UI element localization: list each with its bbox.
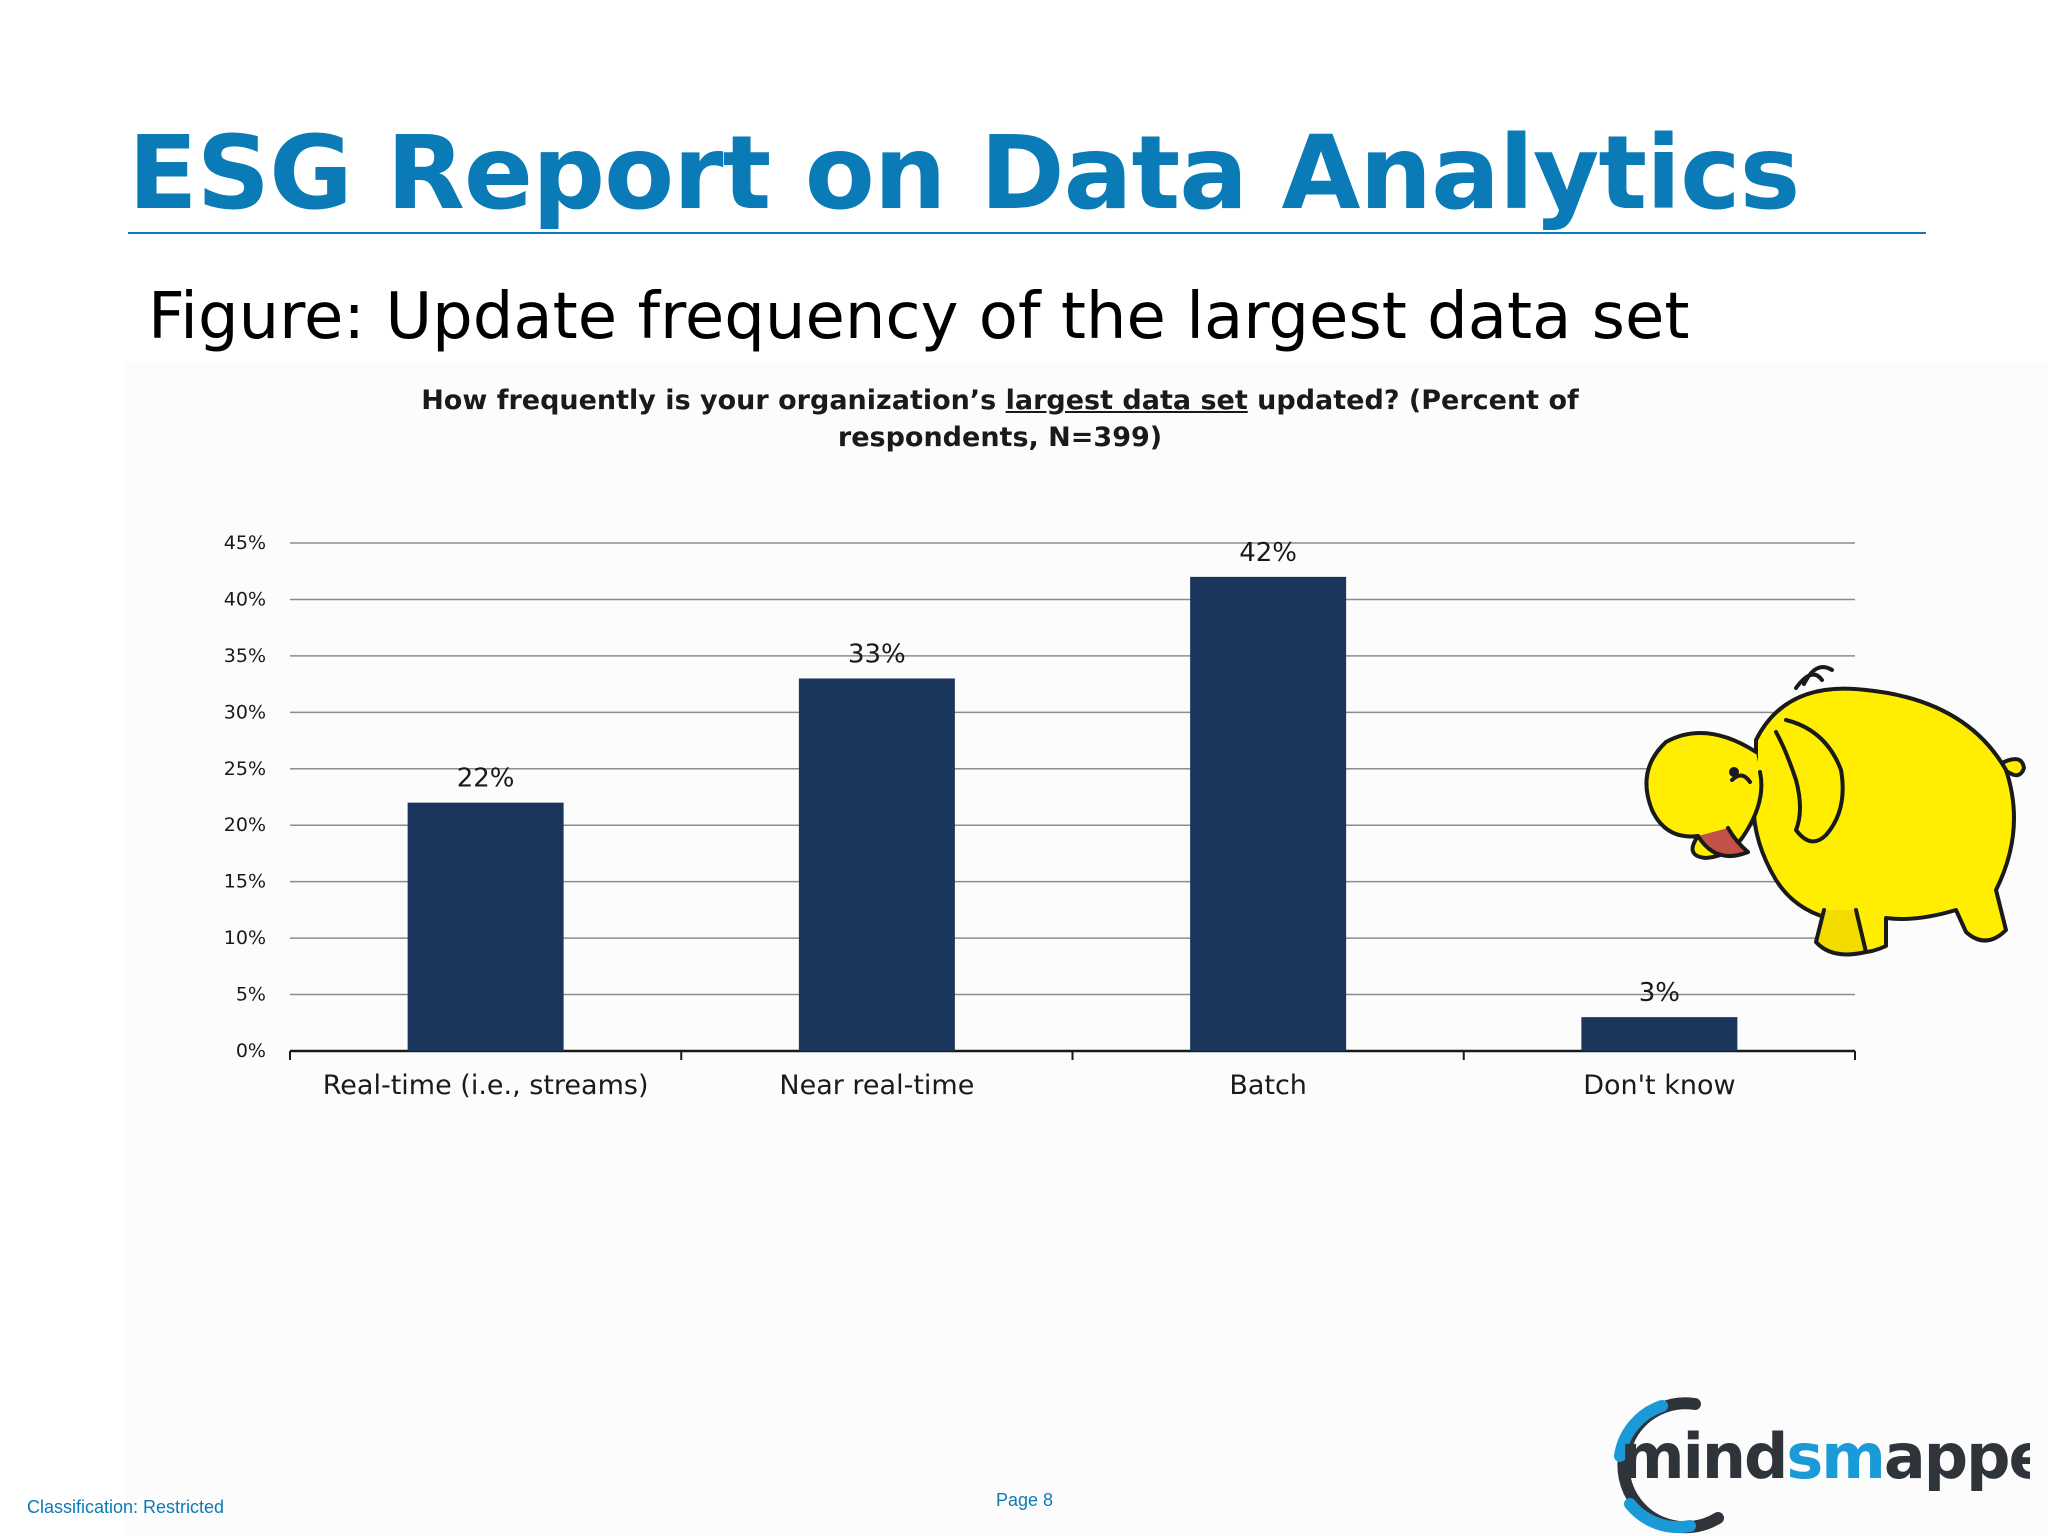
chart-title-after: updated? (Percent of respondents, N=399) <box>837 385 1579 453</box>
yellow-elephant-icon <box>1644 665 2026 957</box>
slide-title: ESG Report on Data Analytics <box>128 114 1800 233</box>
y-tick-label: 5% <box>236 984 266 1006</box>
y-tick-label: 30% <box>224 701 266 723</box>
title-divider <box>128 232 1926 234</box>
chart-title: How frequently is your organization’s la… <box>400 382 1600 456</box>
y-tick-label: 10% <box>224 927 266 949</box>
category-label: Near real-time <box>779 1070 974 1101</box>
category-label: Real-time (i.e., streams) <box>323 1070 649 1101</box>
y-tick-label: 0% <box>236 1040 266 1062</box>
bar <box>407 802 564 1051</box>
svg-text:mindsmapped: mindsmapped <box>1620 1420 2030 1493</box>
y-tick-label: 40% <box>224 588 266 610</box>
category-label: Don't know <box>1583 1070 1735 1101</box>
page-number: Page 8 <box>996 1490 1054 1510</box>
data-label: 3% <box>1639 978 1680 1008</box>
chart-title-underlined: largest data set <box>1005 385 1248 416</box>
bar <box>1581 1017 1738 1051</box>
category-label: Batch <box>1229 1070 1307 1101</box>
bar <box>1190 576 1347 1051</box>
figure-caption: Figure: Update frequency of the largest … <box>148 280 1690 354</box>
data-label: 42% <box>1239 538 1297 568</box>
logo-text-accent: sm <box>1786 1420 1884 1493</box>
data-label: 33% <box>848 639 906 669</box>
chart-title-before: How frequently is your organization’s <box>421 385 1006 416</box>
logo-text-right: apped <box>1884 1420 2030 1493</box>
logo-text-left: mind <box>1620 1420 1786 1493</box>
bar <box>798 678 955 1051</box>
y-tick-label: 25% <box>224 758 266 780</box>
classification-label: Classification: Restricted <box>27 1497 225 1517</box>
mindsmapped-logo: mindsmapped <box>1614 1397 2030 1534</box>
y-tick-label: 45% <box>224 532 266 554</box>
y-tick-label: 35% <box>224 645 266 667</box>
data-label: 22% <box>457 764 515 794</box>
y-tick-label: 20% <box>224 814 266 836</box>
y-tick-label: 15% <box>224 871 266 893</box>
